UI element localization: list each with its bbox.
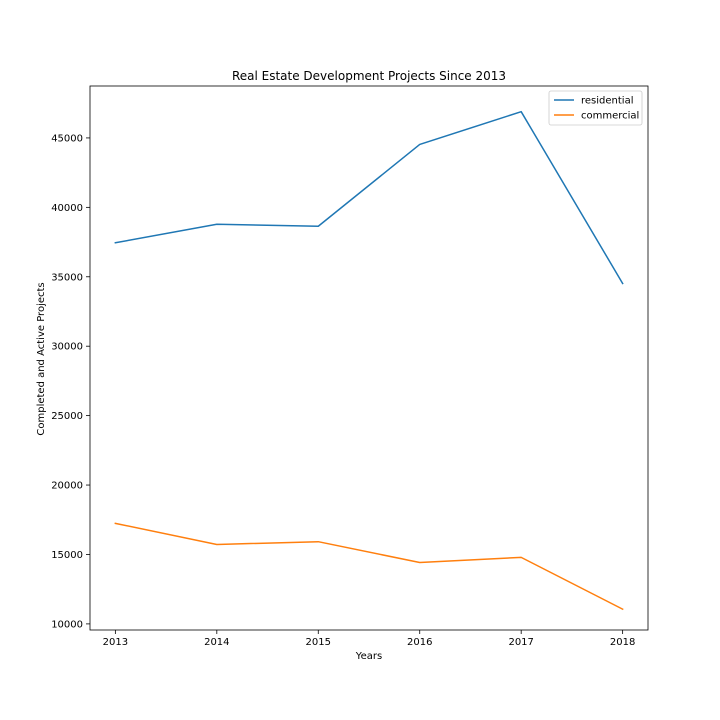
- x-tick-label: 2017: [508, 637, 533, 648]
- legend-label-residential: residential: [581, 96, 633, 107]
- x-tick-label: 2016: [407, 637, 432, 648]
- axes-frame: [89, 85, 649, 631]
- x-tick-label: 2015: [306, 637, 331, 648]
- x-tick-label: 2013: [103, 637, 128, 648]
- series-line-residential: [114, 110, 624, 285]
- y-tick-label: 15000: [51, 550, 83, 561]
- y-tick-label: 45000: [51, 133, 83, 144]
- y-tick-label: 40000: [51, 203, 83, 214]
- y-tick-label: 20000: [51, 481, 83, 492]
- x-axis-label: Years: [355, 651, 382, 662]
- chart-title: Real Estate Development Projects Since 2…: [232, 69, 506, 83]
- series-line-commercial: [114, 522, 624, 611]
- legend: residential commercial: [548, 90, 643, 126]
- x-tick-label: 2018: [610, 637, 635, 648]
- y-tick-label: 30000: [51, 342, 83, 353]
- plot-area: 2013 2014 2015 2016 2017 2018 10000 15000 20000 2…: [51, 85, 649, 648]
- y-tick-label: 10000: [51, 619, 83, 630]
- y-tick-label: 35000: [51, 272, 83, 283]
- y-tick-label: 25000: [51, 411, 83, 422]
- y-axis-label: Completed and Active Projects: [36, 282, 47, 435]
- legend-label-commercial: commercial: [581, 111, 639, 122]
- x-tick-label: 2014: [204, 637, 229, 648]
